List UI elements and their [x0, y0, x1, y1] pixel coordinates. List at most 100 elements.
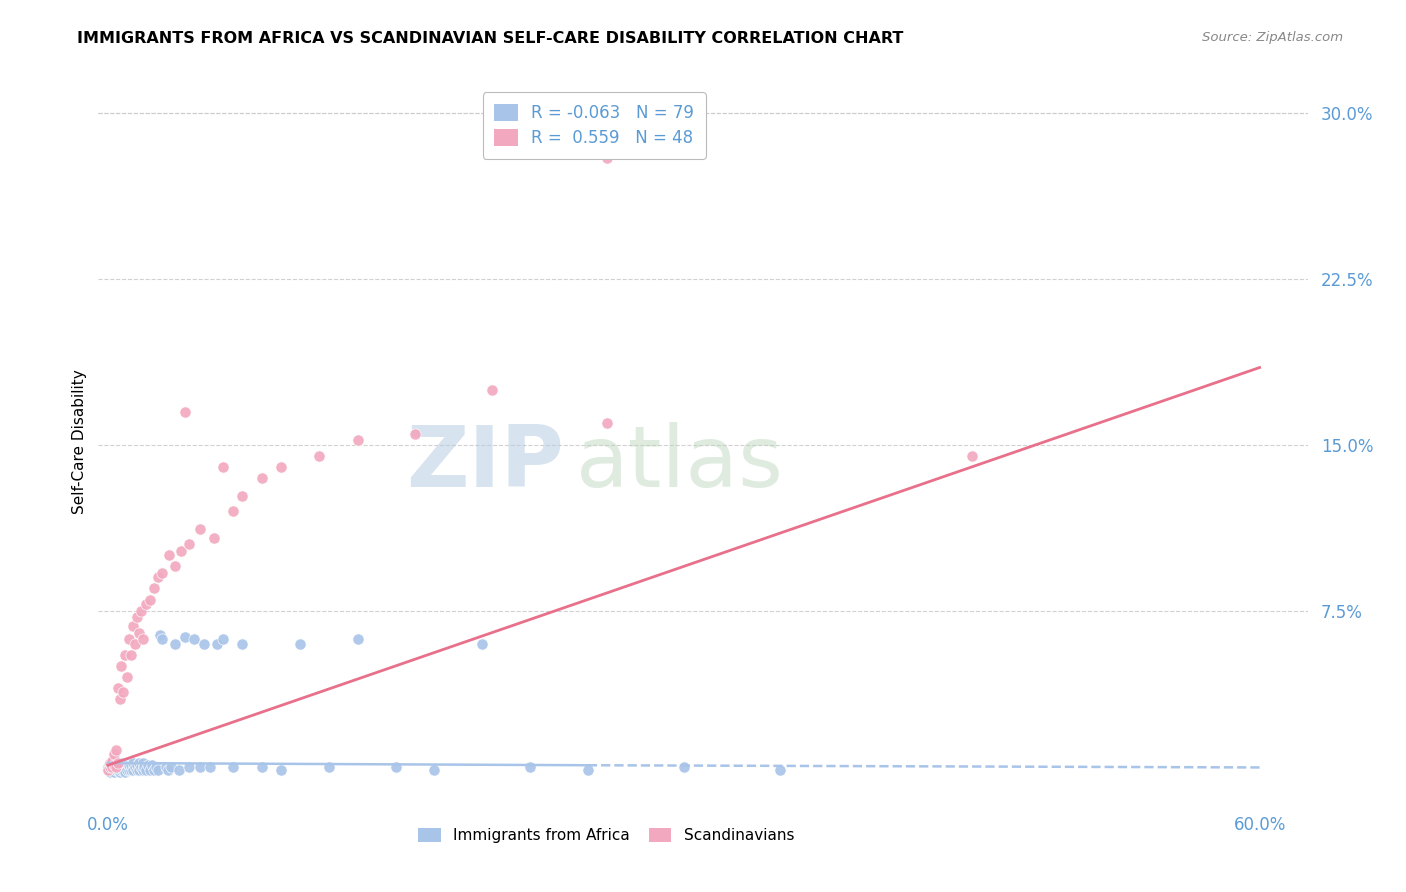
- Point: [101, 754, 124, 768]
- Point: [159, 549, 181, 563]
- Point: [114, 758, 136, 772]
- Point: [120, 648, 142, 662]
- Point: [112, 763, 135, 777]
- Point: [107, 760, 129, 774]
- Point: [98, 760, 121, 774]
- Point: [145, 760, 167, 774]
- Point: [177, 537, 200, 551]
- Point: [104, 760, 127, 774]
- Point: [173, 405, 195, 419]
- Point: [108, 758, 131, 772]
- Point: [103, 764, 125, 779]
- Point: [104, 743, 127, 757]
- Point: [576, 763, 599, 777]
- Point: [112, 685, 135, 699]
- Point: [110, 658, 132, 673]
- Text: ZIP: ZIP: [406, 422, 564, 505]
- Point: [131, 763, 153, 777]
- Point: [141, 758, 163, 772]
- Point: [519, 760, 541, 774]
- Point: [135, 597, 157, 611]
- Point: [110, 763, 132, 777]
- Point: [101, 763, 124, 777]
- Point: [98, 756, 121, 770]
- Point: [104, 758, 127, 772]
- Point: [97, 760, 120, 774]
- Point: [107, 756, 129, 770]
- Point: [150, 632, 173, 647]
- Point: [135, 763, 157, 777]
- Point: [122, 756, 145, 770]
- Point: [423, 763, 446, 777]
- Point: [139, 592, 162, 607]
- Point: [193, 637, 215, 651]
- Legend: Immigrants from Africa, Scandinavians: Immigrants from Africa, Scandinavians: [412, 822, 800, 849]
- Point: [98, 760, 121, 774]
- Point: [188, 522, 211, 536]
- Point: [103, 758, 125, 772]
- Point: [165, 559, 187, 574]
- Point: [212, 632, 235, 647]
- Point: [167, 763, 190, 777]
- Point: [97, 763, 120, 777]
- Point: [131, 632, 153, 647]
- Point: [250, 471, 273, 485]
- Point: [198, 760, 221, 774]
- Point: [115, 756, 138, 770]
- Point: [108, 692, 131, 706]
- Point: [270, 459, 292, 474]
- Point: [128, 756, 150, 770]
- Point: [173, 630, 195, 644]
- Point: [202, 531, 225, 545]
- Point: [118, 632, 141, 647]
- Point: [118, 763, 141, 777]
- Point: [115, 670, 138, 684]
- Point: [212, 459, 235, 474]
- Point: [122, 619, 145, 633]
- Text: Source: ZipAtlas.com: Source: ZipAtlas.com: [1202, 31, 1343, 45]
- Point: [149, 628, 172, 642]
- Point: [124, 760, 146, 774]
- Point: [183, 632, 205, 647]
- Point: [155, 760, 177, 774]
- Point: [104, 754, 127, 768]
- Point: [129, 760, 152, 774]
- Point: [318, 760, 340, 774]
- Point: [97, 763, 120, 777]
- Point: [131, 756, 153, 770]
- Point: [308, 449, 330, 463]
- Point: [128, 625, 150, 640]
- Point: [222, 504, 245, 518]
- Point: [672, 760, 695, 774]
- Point: [188, 760, 211, 774]
- Point: [118, 758, 141, 772]
- Point: [270, 763, 292, 777]
- Point: [125, 610, 148, 624]
- Point: [103, 760, 125, 774]
- Point: [139, 763, 162, 777]
- Point: [98, 758, 121, 772]
- Point: [125, 763, 148, 777]
- Point: [250, 760, 273, 774]
- Point: [222, 760, 245, 774]
- Point: [156, 763, 179, 777]
- Text: IMMIGRANTS FROM AFRICA VS SCANDINAVIAN SELF-CARE DISABILITY CORRELATION CHART: IMMIGRANTS FROM AFRICA VS SCANDINAVIAN S…: [77, 31, 904, 46]
- Point: [122, 763, 145, 777]
- Point: [150, 566, 173, 580]
- Point: [110, 760, 132, 774]
- Point: [471, 637, 494, 651]
- Point: [596, 416, 619, 430]
- Point: [98, 764, 121, 779]
- Point: [143, 582, 166, 596]
- Point: [114, 648, 136, 662]
- Point: [960, 449, 983, 463]
- Point: [120, 763, 142, 777]
- Point: [129, 603, 152, 617]
- Point: [107, 756, 129, 770]
- Point: [160, 760, 183, 774]
- Point: [177, 760, 200, 774]
- Point: [120, 758, 142, 772]
- Point: [104, 763, 127, 777]
- Point: [108, 764, 131, 779]
- Point: [231, 637, 253, 651]
